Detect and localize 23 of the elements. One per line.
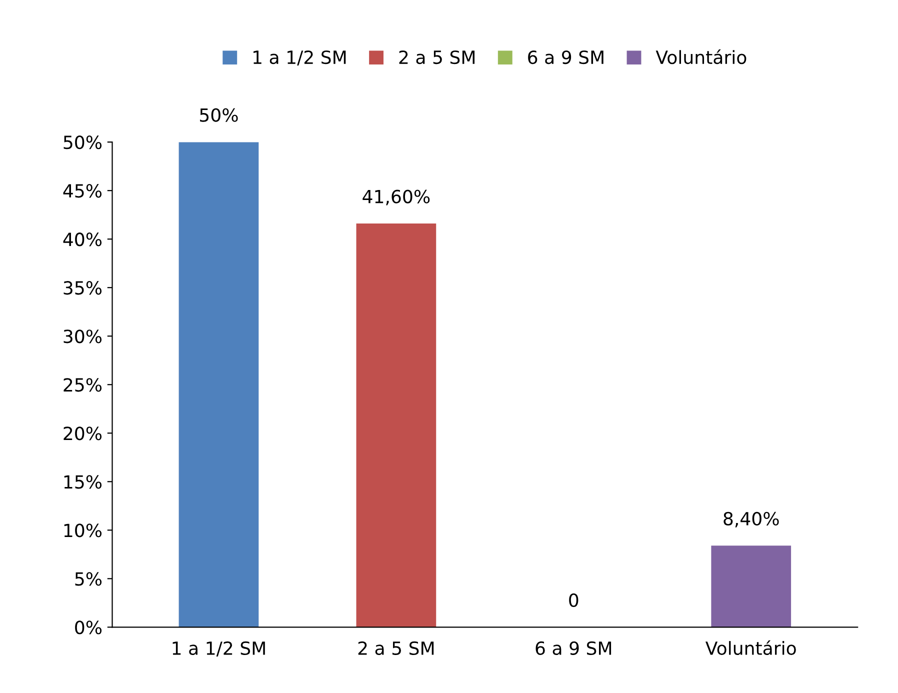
y-tick-label: 40% [63,232,102,246]
x-tick-label: 1 a 1/2 SM [172,641,265,656]
y-tick-label: 25% [64,378,102,392]
y-tick-label: 0% [75,620,102,634]
x-tick-label: 6 a 9 SM [536,641,612,656]
y-tick-label: 20% [64,426,102,440]
x-tick-label: 2 a 5 SM [358,641,434,656]
y-tick-label: 5% [75,572,102,586]
y-tick-label: 15% [64,475,102,489]
y-tick-label: 35% [64,281,102,295]
y-tick-label: 10% [64,524,102,538]
legend-label: 6 a 9 SM [528,50,604,64]
legend-label: 2 a 5 SM [399,50,474,64]
data-label: 41,60% [362,190,430,206]
x-tick-label: Voluntário [705,640,796,656]
y-tick-label: 45% [63,184,102,198]
legend-label: Voluntário [656,49,746,64]
legend-label: 1 a 1/2 SM [254,50,346,66]
data-label: 0 [569,593,578,607]
data-label: 8,40% [724,512,779,528]
y-tick-label: 50% [64,136,102,150]
data-label: 50% [200,108,238,122]
y-tick-label: 30% [64,330,102,344]
